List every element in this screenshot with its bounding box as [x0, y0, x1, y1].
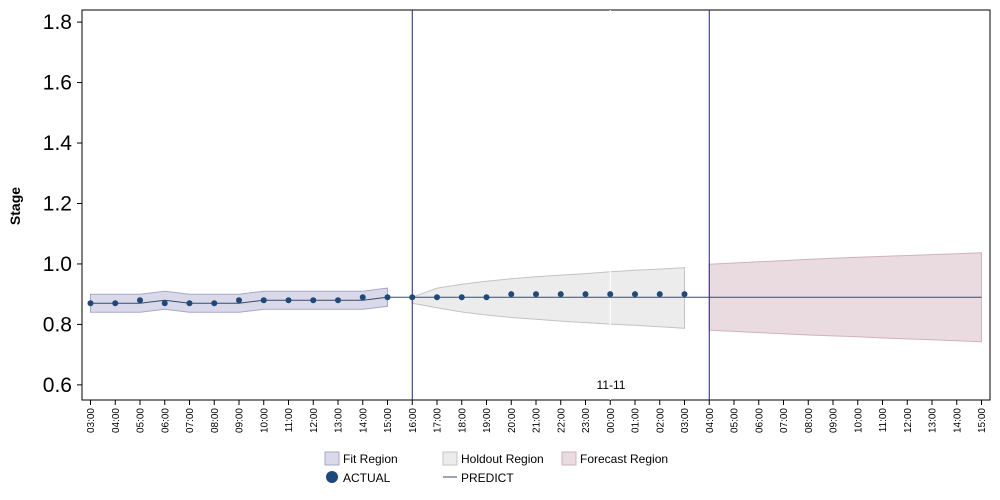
actual-point: [236, 297, 242, 304]
x-tick-label: 06:00: [160, 408, 171, 433]
x-tick-label: 17:00: [433, 408, 444, 433]
legend-forecast-label: Forecast Region: [580, 452, 668, 466]
x-tick-label: 03:00: [86, 408, 97, 433]
x-tick-label: 19:00: [482, 408, 493, 433]
legend-actual-marker: [326, 471, 338, 483]
x-tick-label: 07:00: [185, 408, 196, 433]
x-tick-label: 00:00: [606, 408, 617, 433]
x-tick-label: 13:00: [928, 408, 939, 433]
actual-point: [310, 297, 317, 304]
y-tick-label: 1.2: [43, 192, 72, 215]
actual-point: [335, 297, 341, 304]
x-tick-label: 16:00: [408, 408, 419, 433]
actual-point: [607, 291, 614, 298]
y-tick-label: 0.8: [43, 313, 72, 336]
x-tick-label: 07:00: [779, 408, 790, 433]
x-tick-label: 15:00: [977, 408, 988, 433]
y-tick-label: 1.0: [43, 253, 72, 276]
actual-point: [681, 291, 688, 298]
actual-point: [582, 291, 589, 298]
y-axis-title: Stage: [7, 187, 23, 225]
legend-holdout-swatch: [442, 451, 458, 466]
date-annotation: 11-11: [597, 378, 626, 392]
actual-point: [87, 300, 94, 307]
legend-predict-label: PREDICT: [461, 471, 514, 485]
x-tick-label: 21:00: [532, 408, 543, 433]
plot-background: [81, 9, 991, 401]
x-tick-label: 13:00: [334, 408, 345, 433]
legend-actual-label: ACTUAL: [343, 471, 391, 485]
x-tick-label: 22:00: [556, 408, 567, 433]
y-tick-label: 1.8: [43, 11, 72, 34]
x-tick-label: 14:00: [358, 408, 369, 433]
legend-forecast-swatch: [561, 451, 577, 466]
actual-series: [87, 291, 688, 307]
y-tick-label: 1.6: [43, 72, 72, 95]
x-tick-label: 20:00: [507, 408, 518, 433]
x-tick-label: 02:00: [655, 408, 666, 433]
predict-series: [90, 296, 982, 304]
actual-point: [359, 294, 366, 301]
x-tick-label: 09:00: [829, 408, 840, 433]
legend-fit-swatch: [324, 451, 340, 466]
x-tick-label: 14:00: [952, 408, 963, 433]
x-tick-label: 04:00: [705, 408, 716, 433]
x-tick-label: 08:00: [804, 408, 815, 433]
x-tick-label: 09:00: [235, 408, 246, 433]
holdout-region-band: [411, 267, 685, 329]
x-tick-label: 10:00: [853, 408, 864, 433]
x-tick-label: 04:00: [111, 408, 122, 433]
x-axis: 03:00 04:00 05:00 06:00 07:00 08:00 09:00 10:00…: [86, 400, 988, 433]
x-tick-label: 03:00: [680, 408, 691, 433]
actual-point: [483, 294, 490, 301]
plot-frame: [81, 9, 991, 401]
actual-point: [557, 291, 564, 298]
x-tick-label: 12:00: [309, 408, 320, 433]
actual-point: [137, 297, 143, 304]
x-tick-label: 05:00: [136, 408, 147, 433]
y-tick-label: 1.4: [43, 132, 73, 155]
x-tick-label: 18:00: [457, 408, 468, 433]
actual-point: [409, 294, 416, 301]
x-tick-label: 23:00: [581, 408, 592, 433]
legend-holdout-label: Holdout Region: [461, 452, 544, 466]
y-tick-label: 0.6: [43, 374, 72, 397]
actual-point: [186, 300, 193, 307]
legend: Fit Region Holdout Region Forecast Regio…: [324, 451, 668, 485]
predict-line: [90, 296, 982, 304]
actual-point: [384, 294, 391, 301]
actual-point: [656, 291, 663, 298]
x-tick-label: 01:00: [631, 408, 642, 433]
x-tick-label: 08:00: [210, 408, 221, 433]
x-tick-label: 06:00: [754, 408, 765, 433]
actual-point: [434, 294, 440, 301]
x-tick-label: 15:00: [383, 408, 394, 433]
actual-point: [632, 291, 638, 298]
x-tick-label: 11:00: [878, 408, 889, 433]
actual-point: [112, 300, 119, 307]
actual-point: [285, 297, 292, 304]
y-axis: 0.6 0.8 1.0 1.2 1.4 1.6 1.8: [43, 11, 82, 397]
actual-point: [161, 300, 168, 307]
x-tick-label: 12:00: [903, 408, 914, 433]
x-tick-label: 05:00: [730, 408, 741, 433]
legend-fit-label: Fit Region: [343, 452, 398, 466]
x-tick-label: 11:00: [284, 408, 295, 433]
x-tick-label: 10:00: [259, 408, 270, 433]
reference-lines: [411, 10, 710, 400]
actual-point: [260, 297, 267, 304]
actual-point: [533, 291, 539, 298]
actual-point: [211, 300, 218, 307]
actual-point: [508, 291, 515, 298]
actual-point: [458, 294, 465, 301]
